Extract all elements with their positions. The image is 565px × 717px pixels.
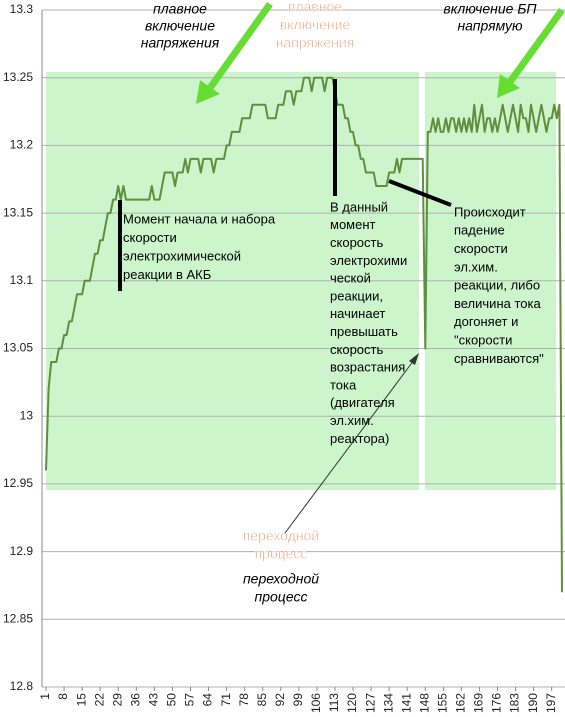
annotation: включение: [145, 18, 215, 34]
y-tick-label: 12.95: [3, 476, 33, 490]
y-tick-label: 13: [20, 408, 34, 422]
x-tick-label: 92: [273, 693, 287, 707]
annotation: электрохимической: [123, 248, 241, 263]
y-tick-label: 12.8: [10, 679, 34, 693]
x-tick-label: 36: [128, 693, 142, 707]
x-tick-label: 106: [309, 693, 323, 713]
annotation: падение: [454, 223, 505, 238]
annotation: момент: [330, 217, 376, 232]
annotation: переходной: [243, 571, 319, 587]
x-tick-label: 1: [38, 693, 52, 700]
annotation: напряжения: [141, 35, 220, 51]
y-tick-label: 13.25: [3, 70, 33, 84]
annotation: возрастания: [330, 360, 405, 375]
x-tick-label: 78: [237, 693, 251, 707]
marker-line: [388, 179, 452, 207]
annotation: начинает: [330, 306, 385, 321]
x-tick-label: 99: [291, 693, 305, 707]
annotation: догоняет и: [454, 314, 518, 329]
data-line: [45, 76, 563, 593]
annotation: процесс: [255, 546, 308, 562]
annotation: переходной: [243, 528, 319, 544]
green-arrow-head: [497, 74, 520, 98]
x-tick-label: 43: [147, 693, 161, 707]
annotation: эл.хим.: [330, 413, 374, 428]
annotation: напряжения: [276, 35, 355, 51]
annotation: плавное: [288, 0, 342, 15]
x-tick-label: 134: [381, 693, 395, 713]
annotation: включение: [280, 17, 351, 33]
x-tick-label: 183: [508, 693, 522, 713]
x-tick-label: 29: [110, 693, 124, 707]
y-tick-label: 13.15: [3, 205, 33, 219]
green-arrow: [207, 1, 273, 91]
x-tick-label: 190: [526, 693, 540, 713]
x-tick-label: 127: [363, 693, 377, 713]
annotation: величина тока: [454, 296, 541, 311]
x-tick-label: 85: [255, 693, 269, 707]
annotation: Происходит: [454, 204, 526, 219]
annotation: ческой: [330, 271, 371, 286]
x-tick-label: 113: [327, 693, 341, 712]
x-tick-label: 120: [345, 693, 359, 713]
annotation: "скорости: [454, 333, 512, 348]
annotation: реактора): [330, 431, 389, 446]
y-tick-label: 13.05: [3, 341, 33, 355]
y-tick-label: 12.85: [3, 611, 33, 625]
annotation: напрямую: [457, 18, 523, 34]
green-arrow-head: [196, 80, 220, 104]
annotation: В данный: [330, 199, 388, 214]
annotation: превышать: [330, 324, 398, 339]
arrow-line: [284, 359, 415, 534]
x-tick-label: 197: [544, 693, 558, 713]
annotation: процесс: [255, 589, 308, 605]
annotation: скорость: [330, 235, 383, 250]
x-tick-label: 15: [74, 693, 88, 707]
x-tick-label: 162: [454, 693, 468, 713]
annotation: (двигателя: [330, 395, 395, 410]
annotations: [118, 1, 565, 534]
x-tick-label: 176: [490, 693, 504, 713]
y-tick-label: 13.2: [10, 138, 34, 152]
annotation: скорости: [454, 241, 508, 256]
y-tick-label: 12.9: [10, 544, 34, 558]
x-tick-label: 64: [201, 693, 215, 707]
x-tick-label: 169: [472, 693, 486, 713]
annotation: реакции в АКБ: [123, 267, 211, 282]
annotation: скорости: [123, 230, 177, 245]
annotation: сравниваются": [454, 351, 544, 366]
arrow-head: [409, 353, 419, 365]
annotation: плавное: [153, 1, 207, 17]
annotation: эл.хим.: [454, 259, 498, 274]
annotation: Момент начала и набора: [123, 211, 276, 226]
green-arrow: [507, 7, 565, 85]
annotation: электрохими: [330, 253, 407, 268]
x-tick-label: 50: [165, 693, 179, 707]
annotation: реакции,: [330, 288, 383, 303]
annotation: реакции, либо: [454, 278, 540, 293]
x-tick-label: 8: [56, 693, 70, 700]
x-tick-label: 22: [92, 693, 106, 707]
x-tick-label: 71: [219, 693, 233, 707]
y-tick-label: 13.1: [10, 273, 34, 287]
x-tick-label: 155: [435, 693, 449, 713]
annotation: тока: [330, 377, 357, 392]
x-tick-label: 57: [183, 693, 197, 707]
annotation: включение БП: [443, 1, 537, 17]
x-tick-label: 141: [399, 693, 413, 713]
annotation: скорость: [330, 342, 383, 357]
x-tick-label: 148: [417, 693, 431, 713]
y-tick-label: 13.3: [10, 2, 34, 16]
